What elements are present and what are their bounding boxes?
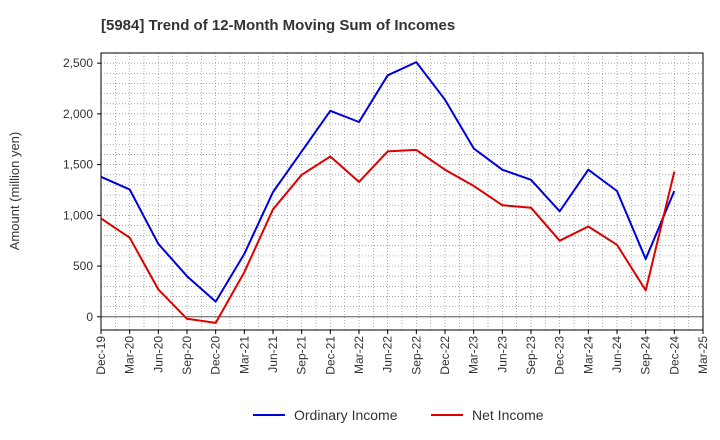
x-tick-label: Dec-21 bbox=[323, 336, 337, 375]
x-tick-label: Dec-19 bbox=[94, 336, 108, 375]
x-tick-label: Mar-20 bbox=[123, 336, 137, 374]
y-axis-label: Amount (million yen) bbox=[7, 132, 22, 251]
x-tick-label: Sep-21 bbox=[295, 336, 309, 375]
x-tick-label: Sep-22 bbox=[409, 336, 423, 375]
y-tick-label: 1,000 bbox=[63, 208, 93, 222]
y-tick-label: 1,500 bbox=[63, 158, 93, 172]
chart-title: [5984] Trend of 12-Month Moving Sum of I… bbox=[101, 17, 455, 34]
x-tick-label: Mar-24 bbox=[581, 336, 595, 374]
plot-area bbox=[100, 52, 704, 331]
x-tick-label: Dec-23 bbox=[553, 336, 567, 375]
legend: Ordinary Income Net Income bbox=[253, 407, 544, 423]
x-tick-label: Dec-24 bbox=[667, 336, 681, 375]
x-axis: Dec-19 Mar-20 Jun-20 Sep-20 Dec-20 Mar-21 Jun-… bbox=[94, 330, 710, 375]
y-axis: 0 500 1,000 1,500 2,000 2,500 bbox=[63, 56, 101, 324]
x-tick-label: Mar-22 bbox=[352, 336, 366, 374]
y-tick-label: 0 bbox=[86, 310, 93, 324]
x-tick-label: Mar-25 bbox=[696, 336, 710, 374]
x-tick-label: Mar-23 bbox=[467, 336, 481, 374]
x-tick-label: Mar-21 bbox=[237, 336, 251, 374]
legend-label: Net Income bbox=[472, 407, 544, 423]
x-tick-label: Jun-24 bbox=[610, 336, 624, 373]
y-tick-label: 500 bbox=[73, 259, 93, 273]
grid bbox=[100, 52, 704, 330]
x-tick-label: Dec-20 bbox=[209, 336, 223, 375]
series-line-ordinary-income bbox=[100, 61, 676, 303]
x-tick-label: Sep-23 bbox=[524, 336, 538, 375]
legend-label: Ordinary Income bbox=[294, 407, 398, 423]
y-tick-label: 2,000 bbox=[63, 107, 93, 121]
series-lines bbox=[100, 61, 676, 324]
x-tick-label: Sep-20 bbox=[180, 336, 194, 375]
x-tick-label: Jun-22 bbox=[381, 336, 395, 373]
y-tick-label: 2,500 bbox=[63, 56, 93, 70]
x-tick-label: Sep-24 bbox=[639, 336, 653, 375]
x-tick-label: Jun-20 bbox=[151, 336, 165, 373]
series-line-net-income bbox=[100, 148, 676, 324]
x-tick-label: Jun-23 bbox=[495, 336, 509, 373]
x-tick-label: Jun-21 bbox=[266, 336, 280, 373]
x-tick-label: Dec-22 bbox=[438, 336, 452, 375]
